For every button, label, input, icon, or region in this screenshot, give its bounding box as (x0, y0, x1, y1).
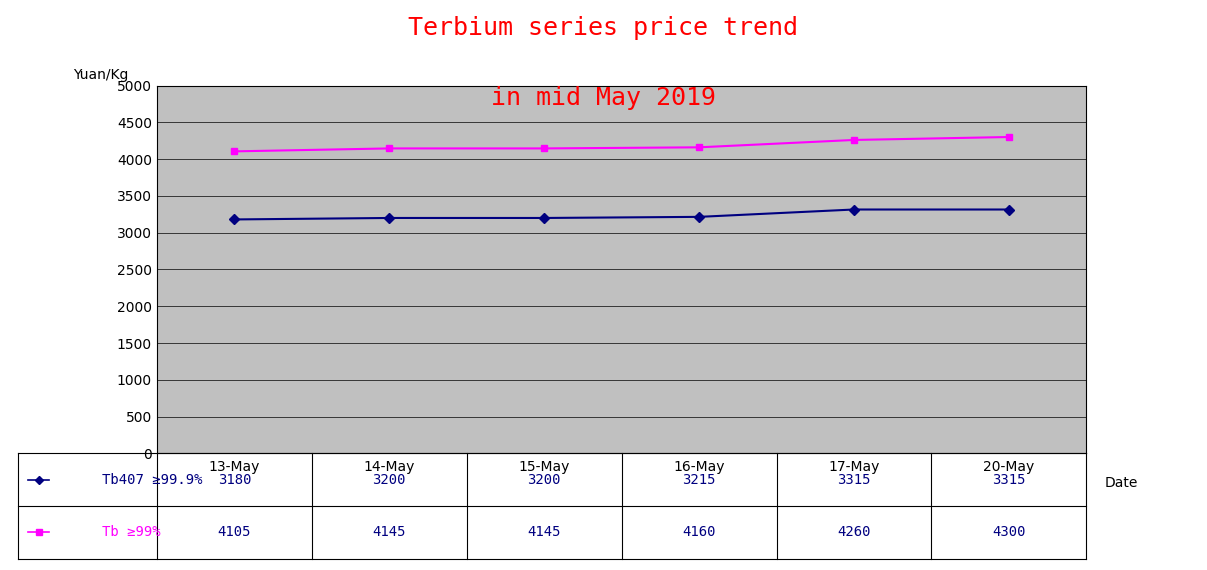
Text: 4145: 4145 (527, 526, 561, 539)
Text: Yuan/Kg: Yuan/Kg (74, 68, 129, 82)
Text: 3215: 3215 (682, 473, 716, 487)
Text: Tb ≥99%: Tb ≥99% (101, 526, 161, 539)
Text: 4160: 4160 (682, 526, 716, 539)
Text: 3200: 3200 (527, 473, 561, 487)
Text: Tb407 ≥99.9%: Tb407 ≥99.9% (101, 473, 203, 487)
Text: 4300: 4300 (992, 526, 1026, 539)
Text: 4105: 4105 (217, 526, 251, 539)
Text: Date: Date (1104, 475, 1138, 490)
Text: 3315: 3315 (838, 473, 870, 487)
Text: in mid May 2019: in mid May 2019 (491, 86, 716, 109)
Text: 3180: 3180 (217, 473, 251, 487)
Text: 4260: 4260 (838, 526, 870, 539)
Text: 3315: 3315 (992, 473, 1026, 487)
Text: Terbium series price trend: Terbium series price trend (408, 16, 799, 40)
Text: 4145: 4145 (373, 526, 406, 539)
Text: 3200: 3200 (373, 473, 406, 487)
